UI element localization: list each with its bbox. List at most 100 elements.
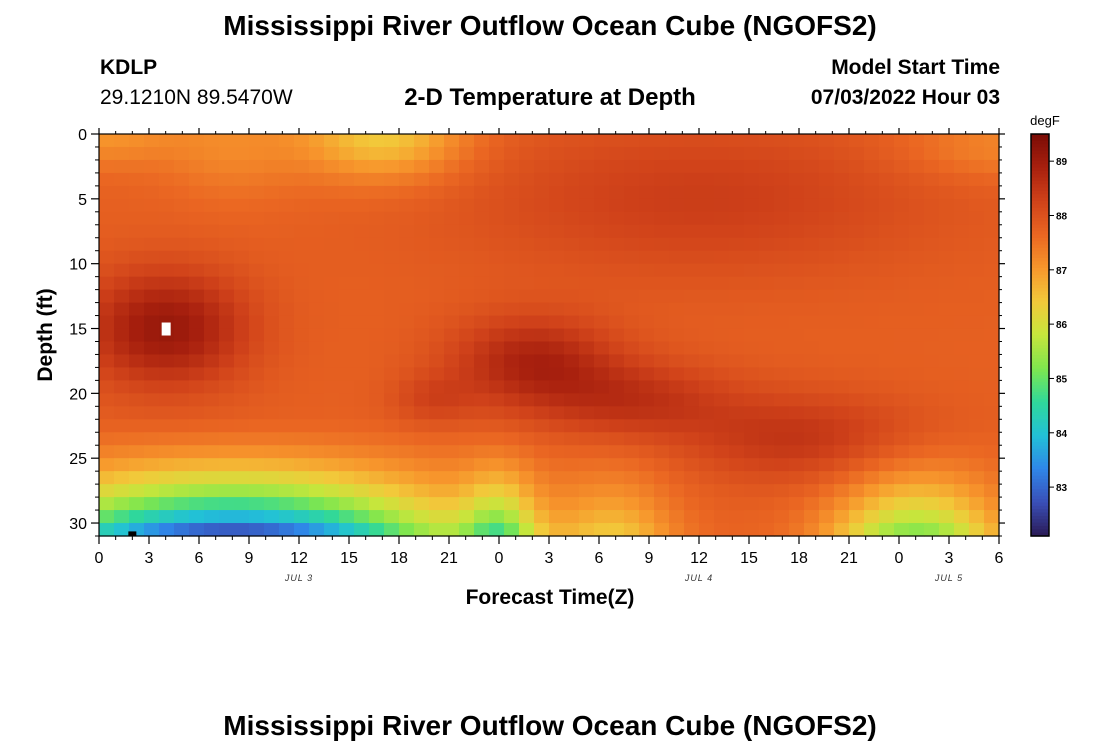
heatmap-cell [174, 458, 190, 472]
heatmap-cell [729, 367, 745, 381]
heatmap-cell [654, 341, 670, 356]
heatmap-cell [159, 419, 175, 433]
heatmap-cell [609, 302, 625, 317]
heatmap-cell [339, 419, 355, 433]
heatmap-cell [234, 315, 250, 330]
heatmap-cell [534, 224, 550, 239]
heatmap-cell [339, 432, 355, 446]
heatmap-cell [369, 341, 385, 356]
heatmap-cell [699, 445, 715, 459]
heatmap-cell [579, 432, 595, 446]
heatmap-cell [399, 510, 415, 524]
heatmap-cell [834, 471, 850, 485]
heatmap-cell [309, 276, 325, 291]
heatmap-cell [759, 432, 775, 446]
colorbar-tick-label: 84 [1056, 429, 1068, 440]
heatmap-cell [924, 146, 940, 161]
heatmap-cell [774, 172, 790, 187]
heatmap-cell [984, 406, 1000, 420]
heatmap-cell [294, 250, 310, 265]
heatmap-cell [639, 302, 655, 317]
heatmap-cell [474, 523, 490, 537]
heatmap-cell [99, 302, 115, 317]
heatmap-cell [714, 289, 730, 304]
heatmap-cell [324, 432, 340, 446]
heatmap-cell [234, 185, 250, 200]
heatmap-cell [894, 328, 910, 343]
heatmap-cell [234, 224, 250, 239]
heatmap-cell [504, 250, 520, 265]
heatmap-cell [474, 497, 490, 511]
heatmap-cell [804, 419, 820, 433]
colorbar-segment [1031, 231, 1049, 236]
heatmap-cell [654, 172, 670, 187]
colorbar-tick-label: 89 [1056, 157, 1068, 168]
heatmap-cell [744, 393, 760, 407]
heatmap-cell [219, 380, 235, 394]
heatmap-cell [99, 263, 115, 278]
colorbar-segment [1031, 294, 1049, 299]
heatmap-cell [939, 367, 955, 381]
heatmap-cell [234, 302, 250, 317]
heatmap-cell [849, 328, 865, 343]
heatmap-cell [324, 341, 340, 356]
heatmap-cell [609, 172, 625, 187]
heatmap-cell [189, 367, 205, 381]
colorbar-segment [1031, 345, 1049, 349]
heatmap-cell [549, 523, 565, 537]
heatmap-cell [879, 276, 895, 291]
heatmap-cell [579, 146, 595, 161]
heatmap-cell [279, 211, 295, 226]
heatmap-cell [384, 159, 400, 174]
heatmap-cell [579, 211, 595, 226]
heatmap-cell [159, 185, 175, 200]
heatmap-cell [954, 380, 970, 394]
heatmap-cell [849, 159, 865, 174]
heatmap-cell [429, 380, 445, 394]
heatmap-cell [99, 406, 115, 420]
heatmap-cell [279, 302, 295, 317]
heatmap-cell [909, 250, 925, 265]
heatmap-cell [264, 354, 280, 369]
heatmap-cell [924, 172, 940, 187]
heatmap-cell [624, 367, 640, 381]
heatmap-cell [129, 185, 145, 200]
heatmap-cell [489, 380, 505, 394]
heatmap-cell [894, 354, 910, 369]
heatmap-cell [609, 276, 625, 291]
heatmap-cell [804, 134, 820, 148]
colorbar-segment [1031, 395, 1049, 400]
heatmap-cell [834, 250, 850, 265]
heatmap-cell [984, 354, 1000, 369]
heatmap-cell [459, 484, 475, 498]
heatmap-cell [519, 393, 535, 407]
x-tick-label: 6 [995, 550, 1004, 567]
colorbar-segment [1031, 251, 1049, 256]
heatmap-cell [579, 328, 595, 343]
heatmap-cell [729, 276, 745, 291]
heatmap-cell [429, 198, 445, 213]
heatmap-cell [759, 250, 775, 265]
heatmap-cell [834, 484, 850, 498]
heatmap-cell [894, 419, 910, 433]
heatmap-cell [219, 146, 235, 161]
heatmap-cell [789, 134, 805, 148]
heatmap-cell [429, 445, 445, 459]
heatmap-cell [489, 497, 505, 511]
heatmap-cell [864, 172, 880, 187]
heatmap-cell [354, 445, 370, 459]
heatmap-cell [804, 185, 820, 200]
colorbar-segment [1031, 361, 1049, 366]
heatmap-cell [264, 172, 280, 187]
heatmap-cell [879, 510, 895, 524]
heatmap-cell [99, 380, 115, 394]
colorbar-segment [1031, 137, 1049, 142]
heatmap-cell [279, 289, 295, 304]
heatmap-cell [669, 211, 685, 226]
heatmap-cell [864, 471, 880, 485]
heatmap-cell [294, 159, 310, 174]
heatmap-cell [579, 484, 595, 498]
heatmap-cell [819, 302, 835, 317]
heatmap-cell [759, 510, 775, 524]
heatmap-cell [609, 471, 625, 485]
